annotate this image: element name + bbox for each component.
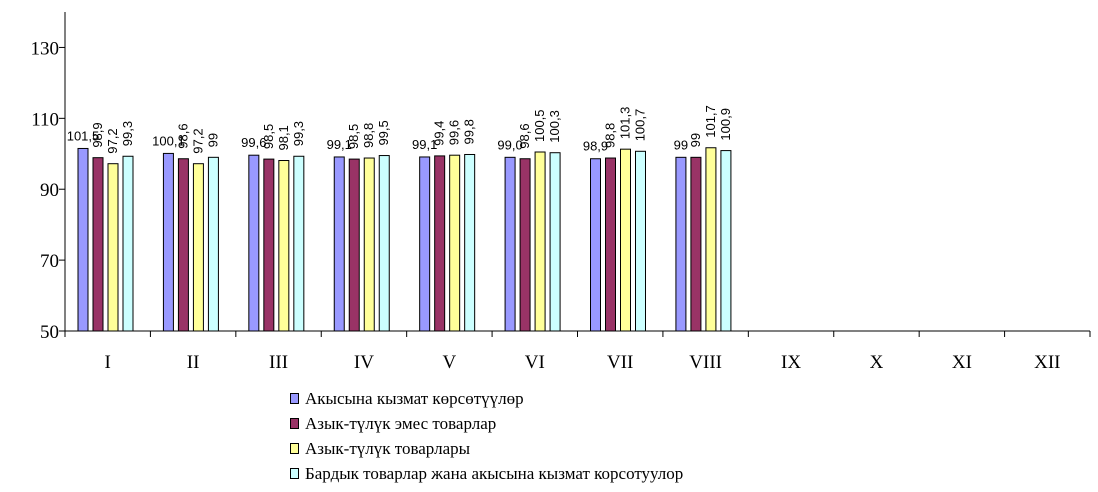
data-label-s1-c3: 98,5 [346,124,361,149]
data-label-s2-c0: 97,2 [105,128,120,153]
data-label-s1-c0: 98,9 [90,122,105,147]
data-label-s3-c3: 99,5 [376,120,391,145]
legend-label-all: Бардык товарлар жана акысына кызмат корс… [305,463,684,483]
x-tick-label: V [443,352,457,373]
data-label-s2-c1: 97,2 [190,128,205,153]
bar-s0-c3 [333,156,345,332]
data-label-s3-c1: 99 [205,133,220,147]
data-label-s3-c5: 100,3 [547,110,562,143]
bar-s3-c1 [207,156,219,332]
bar-s1-c3 [348,158,360,332]
data-label-s3-c4: 99,8 [462,119,477,144]
data-label-s3-c6: 100,7 [633,109,648,142]
y-tick-label: 90 [40,180,59,201]
data-label-s0-c7: 99 [674,137,688,152]
data-label-s3-c7: 100,9 [718,108,733,141]
bar-s1-c5 [519,158,531,332]
x-axis-ticks: I II III IV V VI VII VIII IX X XI XII [64,331,1091,373]
bar-s2-c0 [107,163,119,332]
bar-s1-c6 [605,157,616,332]
legend-item-all: Бардык товарлар жана акысына кызмат корс… [290,461,683,486]
bar-s2-c3 [363,157,375,332]
bar-s0-c1 [162,152,174,332]
legend-swatch-all [290,468,299,479]
legend-label-non-food: Азык-түлүк эмес товарлар [305,413,497,433]
data-label-s2-c4: 99,6 [447,120,462,145]
bar-s3-c0 [122,155,134,332]
legend-label-food: Азык-түлүк товарлары [305,438,471,458]
bar-s1-c4 [434,155,446,332]
data-label-s1-c5: 98,6 [517,123,532,148]
x-tick-label: VI [525,352,545,373]
bar-s0-c6 [590,158,601,332]
legend-swatch-services [290,393,299,404]
y-tick-label: 130 [31,38,60,59]
legend-swatch-non-food [290,418,299,429]
bar-s0-c5 [504,156,516,332]
data-label-s3-c2: 99,3 [291,121,306,146]
bar-s1-c1 [177,158,189,332]
x-tick-label: I [105,352,111,373]
x-tick-label: III [269,352,288,373]
data-label-s0-c4: 99,1 [412,137,437,152]
data-label-s0-c1: 100,1 [152,133,185,148]
data-label-s1-c4: 99,4 [432,121,447,146]
x-tick-label: XII [1034,352,1060,373]
x-tick-label: VII [607,352,633,373]
bar-s0-c7 [675,156,687,332]
bar-s1-c7 [690,156,702,332]
x-tick-label: X [870,352,884,373]
y-tick-label: 70 [40,251,59,272]
data-label-s2-c7: 101,7 [703,105,718,138]
data-label-s2-c2: 98,1 [276,125,291,150]
data-label-s0-c3: 99,1 [327,137,352,152]
y-axis-ticks: 50 70 90 110 130 [31,38,65,343]
y-tick-label: 50 [40,322,59,343]
bar-s1-c2 [263,158,275,332]
bar-s0-c2 [248,154,260,332]
data-label-s0-c5: 99,0 [497,137,522,152]
data-label-s1-c1: 98,6 [175,123,190,148]
data-label-s1-c6: 98,8 [603,123,618,148]
legend-label-services: Акысына кызмат көрсөтүүлөр [305,388,524,408]
data-label-s0-c2: 99,6 [241,135,266,150]
bar-s2-c1 [192,163,204,332]
bar-s3-c5 [549,152,561,332]
bars [77,147,732,332]
bar-s2-c5 [534,151,546,332]
data-label-s1-c7: 99 [688,133,703,147]
legend-item-services: Акысына кызмат көрсөтүүлөр [290,386,683,411]
legend: Акысына кызмат көрсөтүүлөр Азык-түлүк эм… [290,386,683,486]
bar-s2-c7 [705,147,717,332]
bar-s2-c6 [620,148,631,332]
data-labels: 101,5 100,1 99,6 99,1 99,1 99,0 98,9 99 98,9 98,6… [67,105,733,154]
bar-s0-c0 [77,147,89,332]
bar-s0-c4 [419,156,431,332]
x-tick-label: IX [781,352,801,373]
bar-s3-c2 [293,155,305,332]
x-tick-label: VIII [689,352,722,373]
bar-s3-c4 [464,153,476,332]
x-tick-label: XI [952,352,972,373]
bar-s2-c4 [449,154,461,332]
data-label-s0-c6: 98,9 [583,139,608,154]
y-tick-label: 110 [31,109,59,130]
data-label-s2-c6: 101,3 [618,107,633,140]
bar-s1-c0 [92,157,104,332]
data-label-s0-c0: 101,5 [67,128,100,143]
bar-s3-c3 [378,155,390,332]
data-label-s3-c0: 99,3 [120,121,135,146]
legend-item-food: Азык-түлүк товарлары [290,436,683,461]
x-tick-label: II [187,352,200,373]
data-label-s2-c3: 98,8 [361,123,376,148]
x-tick-label: IV [354,352,374,373]
data-label-s2-c5: 100,5 [532,109,547,142]
legend-item-non-food: Азык-түлүк эмес товарлар [290,411,683,436]
legend-swatch-food [290,443,299,454]
data-label-s1-c2: 98,5 [261,124,276,149]
bar-s2-c2 [278,160,290,332]
bar-s3-c7 [720,150,732,332]
bar-s3-c6 [635,150,646,332]
